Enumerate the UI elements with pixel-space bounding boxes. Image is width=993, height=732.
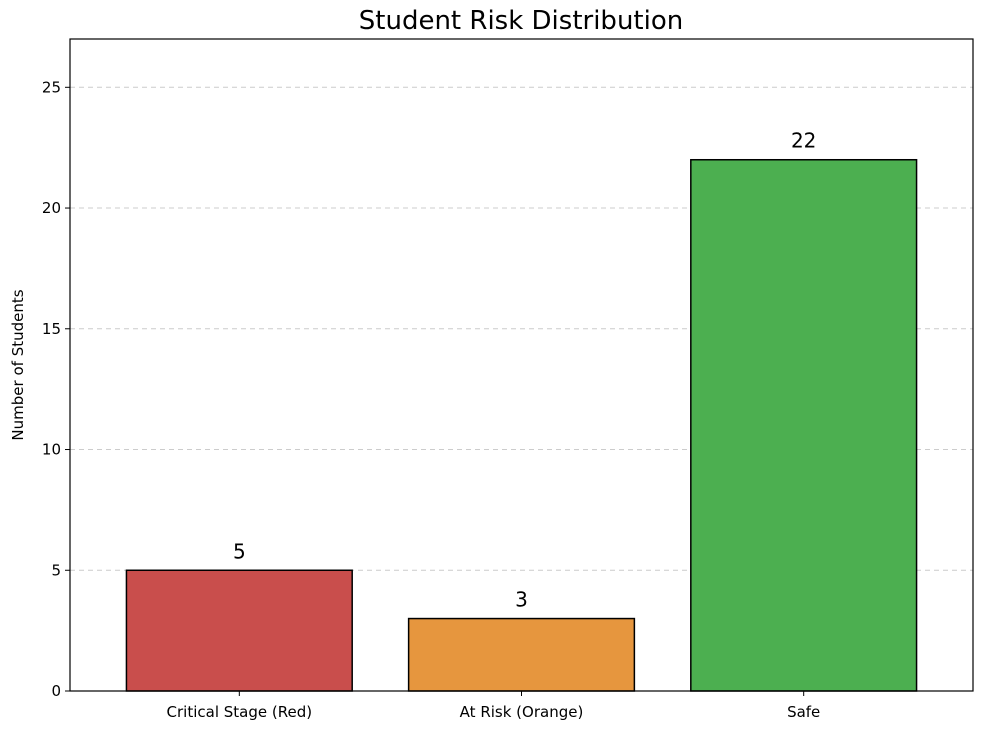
y-tick-label: 5 — [51, 561, 61, 579]
x-tick-label: Safe — [787, 703, 820, 721]
chart-title: Student Risk Distribution — [359, 6, 683, 36]
bar-value-label: 22 — [791, 129, 816, 153]
bar — [125, 569, 353, 692]
bar — [407, 617, 636, 692]
y-axis-ticks: 0 5 10 15 20 25 — [42, 78, 70, 700]
y-axis-label: Number of Students — [9, 289, 27, 440]
bar — [690, 158, 918, 692]
bar-value-labels: 5 3 22 — [233, 129, 816, 612]
x-tick-label: Critical Stage (Red) — [167, 703, 313, 721]
bar-value-label: 5 — [233, 539, 246, 563]
y-tick-label: 10 — [42, 441, 61, 459]
y-tick-label: 20 — [42, 199, 61, 217]
y-gridlines — [70, 86, 973, 571]
bar-value-label: 3 — [515, 588, 528, 612]
x-axis-ticks: Critical Stage (Red) At Risk (Orange) Safe — [167, 691, 820, 721]
y-tick-label: 0 — [51, 682, 61, 700]
y-tick-label: 15 — [42, 320, 61, 338]
y-tick-label: 25 — [42, 78, 61, 96]
bar-series — [125, 158, 918, 692]
x-tick-label: At Risk (Orange) — [460, 703, 584, 721]
